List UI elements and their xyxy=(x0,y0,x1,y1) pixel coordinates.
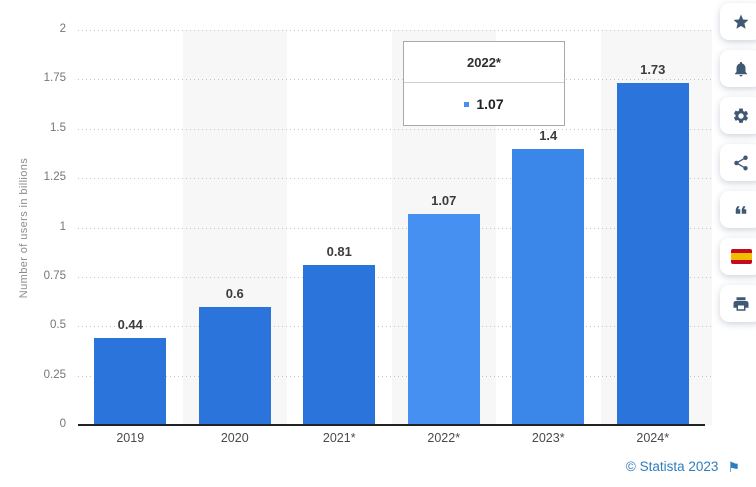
print-button[interactable] xyxy=(720,285,756,322)
bar-value-label: 0.6 xyxy=(225,285,244,301)
tooltip-body: 1.07 xyxy=(404,83,564,125)
x-axis-label: 2020 xyxy=(220,431,249,445)
report-flag-icon[interactable]: ⚑ xyxy=(727,458,740,475)
y-tick-label: 2 xyxy=(59,23,66,35)
gear-icon xyxy=(732,107,750,125)
y-tick-label: 0 xyxy=(59,418,66,430)
share-icon xyxy=(732,154,750,172)
y-tick-label: 1.75 xyxy=(43,72,66,85)
star-icon xyxy=(732,13,750,31)
bell-icon xyxy=(732,60,750,78)
y-tick-label: 1.5 xyxy=(50,121,66,134)
y-tick-label: 0.25 xyxy=(43,368,66,381)
bar-2019[interactable] xyxy=(94,338,167,425)
gridline xyxy=(78,375,712,377)
x-axis-label: 2022* xyxy=(427,431,461,445)
bar-value-label: 1.73 xyxy=(640,62,666,78)
gridline xyxy=(78,178,712,180)
bar-2024*[interactable] xyxy=(616,83,689,425)
gridline xyxy=(78,276,712,278)
chart-tooltip: 2022* 1.07 xyxy=(403,41,565,126)
y-tick-label: 0.5 xyxy=(50,319,66,332)
chart-footer: © Statista 2023 ⚑ xyxy=(626,459,740,474)
x-axis-label: 2019 xyxy=(116,431,145,445)
y-axis-title: Number of users in billions xyxy=(18,157,30,299)
tooltip-value: 1.07 xyxy=(476,96,504,112)
y-tick-label: 1.25 xyxy=(43,171,66,184)
bar-value-label: 0.81 xyxy=(326,244,352,260)
language-spanish-button[interactable] xyxy=(720,238,756,275)
bar-value-label: 0.44 xyxy=(117,317,143,333)
spain-flag-icon xyxy=(730,249,752,264)
cite-button[interactable] xyxy=(720,191,756,228)
quote-icon xyxy=(732,201,750,219)
share-button[interactable] xyxy=(720,144,756,181)
tooltip-title: 2022* xyxy=(404,42,564,83)
bar-value-label: 1.07 xyxy=(431,192,457,208)
x-axis-label: 2023* xyxy=(531,431,565,445)
printer-icon xyxy=(732,295,750,313)
bar-2020[interactable] xyxy=(198,306,271,425)
gridline xyxy=(78,326,712,328)
bar-value-label: 1.4 xyxy=(539,127,558,143)
x-axis-label: 2021* xyxy=(322,431,356,445)
x-axis-label: 2024* xyxy=(636,431,670,445)
x-axis-line xyxy=(78,424,705,426)
gridline xyxy=(78,30,712,31)
gridline xyxy=(78,128,712,130)
y-tick-label: 0.75 xyxy=(43,269,66,282)
y-tick-label: 1 xyxy=(59,220,66,233)
bar-2022*[interactable] xyxy=(407,213,480,425)
gridline xyxy=(78,79,712,81)
bar-2021*[interactable] xyxy=(303,265,376,425)
statista-copyright-link[interactable]: © Statista 2023 xyxy=(625,459,719,474)
notifications-button[interactable] xyxy=(720,50,756,87)
gridline xyxy=(78,227,712,229)
bar-2023*[interactable] xyxy=(512,148,585,425)
favorite-button[interactable] xyxy=(720,3,756,40)
series-marker-icon xyxy=(464,101,470,107)
settings-button[interactable] xyxy=(720,97,756,134)
